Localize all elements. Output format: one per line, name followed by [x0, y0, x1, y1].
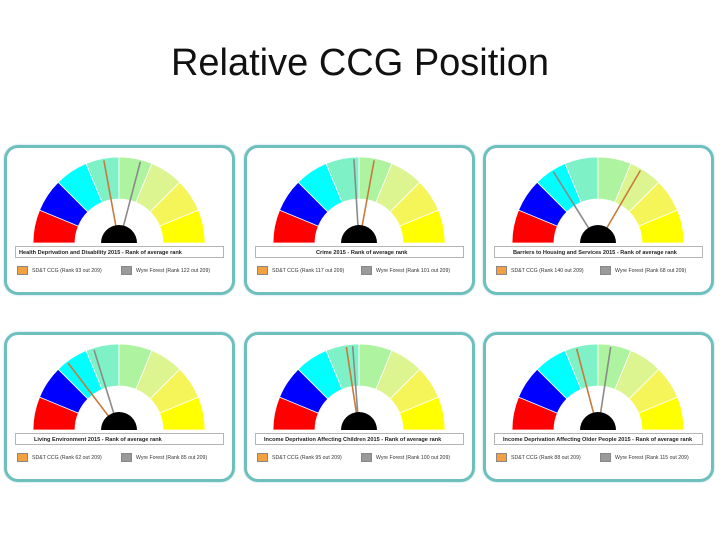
- legend-item-ccg: SD&T CCG (Rank 88 out 209): [496, 453, 581, 463]
- gauge-band: [399, 396, 446, 431]
- legend-swatch-ccg: [496, 266, 507, 276]
- legend-item-ccg: SD&T CCG (Rank 93 out 209): [17, 266, 102, 276]
- gauge-panel-income-children: Income Deprivation Affecting Children 20…: [244, 332, 475, 482]
- gauge-needle-wyre: [353, 159, 360, 234]
- gauge-needle-wyre: [552, 171, 594, 235]
- legend-item-wyre: Wyre Forest (Rank 100 out 209): [361, 453, 450, 463]
- legend-item-wyre: Wyre Forest (Rank 122 out 209): [121, 266, 210, 276]
- gauge-hub: [101, 225, 137, 243]
- legend-label-wyre: Wyre Forest (Rank 115 out 209): [615, 455, 689, 461]
- gauge-hub: [580, 225, 616, 243]
- legend-swatch-wyre: [600, 453, 611, 463]
- gauge-needle-wyre: [93, 349, 117, 421]
- gauge-legend: SD&T CCG (Rank 93 out 209) Wyre Forest (…: [15, 266, 226, 276]
- legend-item-wyre: Wyre Forest (Rank 115 out 209): [600, 453, 689, 463]
- legend-swatch-ccg: [257, 453, 268, 463]
- legend-swatch-wyre: [361, 453, 372, 463]
- legend-swatch-ccg: [496, 453, 507, 463]
- legend-item-wyre: Wyre Forest (Rank 68 out 209): [600, 266, 686, 276]
- legend-label-wyre: Wyre Forest (Rank 122 out 209): [136, 268, 211, 274]
- gauge-band: [159, 209, 206, 244]
- legend-swatch-ccg: [257, 266, 268, 276]
- gauge-title: Living Environment 2015 - Rank of averag…: [15, 433, 224, 445]
- legend-item-ccg: SD&T CCG (Rank 95 out 209): [257, 453, 342, 463]
- gauge-hub: [341, 225, 377, 243]
- gauge-hub: [101, 412, 137, 430]
- gauge-needle-ccg: [345, 346, 359, 421]
- gauge-chart-housing: [511, 156, 685, 244]
- legend-label-ccg: SD&T CCG (Rank 88 out 209): [511, 455, 581, 461]
- legend-label-ccg: SD&T CCG (Rank 93 out 209): [32, 268, 102, 274]
- gauge-chart-income-older-people: [511, 343, 685, 431]
- legend-item-ccg: SD&T CCG (Rank 62 out 209): [17, 453, 102, 463]
- gauge-chart-health: [32, 156, 206, 244]
- slide-title: Relative CCG Position: [170, 42, 550, 84]
- gauge-band: [159, 396, 206, 431]
- legend-label-wyre: Wyre Forest (Rank 85 out 209): [136, 455, 208, 461]
- gauge-title: Crime 2015 - Rank of average rank: [255, 246, 464, 258]
- gauge-hub: [341, 412, 377, 430]
- gauge-panel-crime: Crime 2015 - Rank of average rank SD&T C…: [244, 145, 475, 295]
- gauge-title: Income Deprivation Affecting Children 20…: [255, 433, 464, 445]
- gauge-title: Barriers to Housing and Services 2015 - …: [494, 246, 703, 258]
- gauge-chart-crime: [272, 156, 446, 244]
- gauge-needle-ccg: [67, 362, 114, 423]
- gauge-band: [399, 209, 446, 244]
- gauge-chart-living-environment: [32, 343, 206, 431]
- gauge-legend: SD&T CCG (Rank 88 out 209) Wyre Forest (…: [494, 453, 705, 463]
- legend-swatch-ccg: [17, 453, 28, 463]
- gauge-needle-ccg: [575, 348, 597, 421]
- gauge-needle-ccg: [103, 160, 118, 234]
- legend-label-ccg: SD&T CCG (Rank 140 out 209): [511, 268, 584, 274]
- legend-label-wyre: Wyre Forest (Rank 101 out 209): [376, 268, 451, 274]
- legend-swatch-wyre: [361, 266, 372, 276]
- legend-swatch-ccg: [17, 266, 28, 276]
- gauge-needle-wyre: [351, 346, 360, 421]
- gauge-legend: SD&T CCG (Rank 95 out 209) Wyre Forest (…: [255, 453, 466, 463]
- gauge-chart-income-children: [272, 343, 446, 431]
- legend-label-ccg: SD&T CCG (Rank 117 out 209): [272, 268, 345, 274]
- gauge-panel-living-environment: Living Environment 2015 - Rank of averag…: [4, 332, 235, 482]
- gauge-title: Income Deprivation Affecting Older Peopl…: [494, 433, 703, 445]
- gauge-panel-housing: Barriers to Housing and Services 2015 - …: [483, 145, 714, 295]
- legend-label-ccg: SD&T CCG (Rank 95 out 209): [272, 455, 342, 461]
- gauge-panel-income-older-people: Income Deprivation Affecting Older Peopl…: [483, 332, 714, 482]
- gauge-hub: [580, 412, 616, 430]
- gauge-legend: SD&T CCG (Rank 117 out 209) Wyre Forest …: [255, 266, 466, 276]
- gauge-panel-health: Health Deprivation and Disability 2015 -…: [4, 145, 235, 295]
- gauge-title: Health Deprivation and Disability 2015 -…: [15, 246, 224, 258]
- legend-item-ccg: SD&T CCG (Rank 117 out 209): [257, 266, 344, 276]
- legend-item-wyre: Wyre Forest (Rank 101 out 209): [361, 266, 450, 276]
- gauge-needle-wyre: [598, 346, 612, 421]
- legend-label-ccg: SD&T CCG (Rank 62 out 209): [32, 455, 102, 461]
- gauge-band: [638, 396, 685, 431]
- legend-swatch-wyre: [600, 266, 611, 276]
- gauge-legend: SD&T CCG (Rank 62 out 209) Wyre Forest (…: [15, 453, 226, 463]
- legend-item-ccg: SD&T CCG (Rank 140 out 209): [496, 266, 584, 276]
- gauge-needle-ccg: [602, 170, 642, 235]
- gauge-needle-wyre: [120, 161, 142, 234]
- gauge-needle-ccg: [360, 160, 375, 234]
- legend-item-wyre: Wyre Forest (Rank 85 out 209): [121, 453, 207, 463]
- legend-label-wyre: Wyre Forest (Rank 100 out 209): [376, 455, 451, 461]
- legend-swatch-wyre: [121, 266, 132, 276]
- legend-swatch-wyre: [121, 453, 132, 463]
- gauge-legend: SD&T CCG (Rank 140 out 209) Wyre Forest …: [494, 266, 705, 276]
- gauge-band: [638, 209, 685, 244]
- legend-label-wyre: Wyre Forest (Rank 68 out 209): [615, 268, 687, 274]
